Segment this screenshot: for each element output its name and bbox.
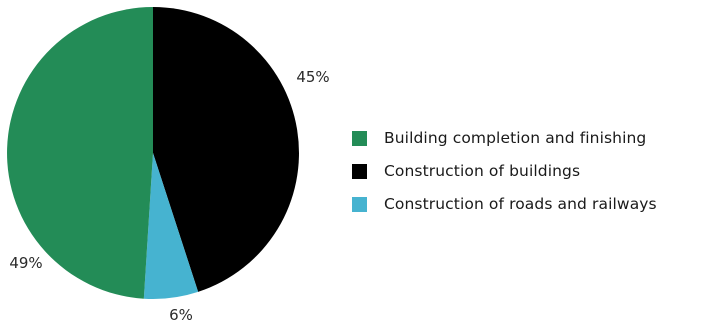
pie-slice [143, 153, 199, 299]
slice-percent-label: 45% [296, 68, 329, 86]
legend-label: Construction of roads and railways [384, 195, 657, 213]
legend-item: Building completion and finishing [352, 128, 657, 148]
pie-slice [153, 7, 299, 292]
slice-percent-label: 49% [9, 254, 42, 272]
legend-item: Construction of roads and railways [352, 194, 657, 214]
legend-swatch [352, 196, 367, 212]
legend-swatch [352, 163, 367, 179]
legend-label: Construction of buildings [384, 162, 581, 180]
slice-percent-label: 6% [169, 306, 193, 324]
legend-label: Building completion and finishing [384, 129, 647, 147]
pie-slice [7, 7, 154, 299]
legend-item: Construction of buildings [352, 161, 657, 181]
legend-swatch [352, 130, 367, 146]
legend: Building completion and finishing Constr… [352, 128, 657, 227]
